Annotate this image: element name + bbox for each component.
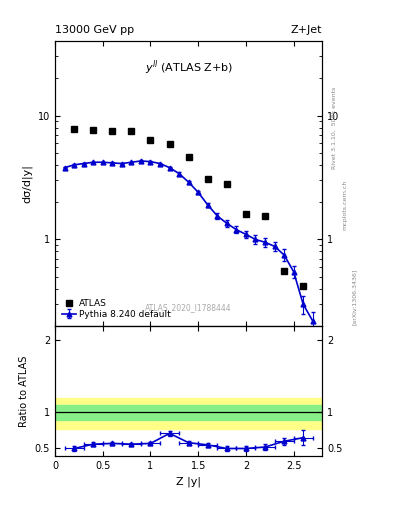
Text: 13000 GeV pp: 13000 GeV pp — [55, 25, 134, 35]
Text: Rivet 3.1.10,  500k events: Rivet 3.1.10, 500k events — [332, 87, 337, 169]
Y-axis label: dσ/d|y|: dσ/d|y| — [22, 164, 32, 203]
ATLAS — [110, 128, 115, 134]
ATLAS — [206, 176, 210, 182]
ATLAS — [224, 181, 229, 187]
Text: [arXiv:1306.3436]: [arXiv:1306.3436] — [352, 269, 357, 325]
ATLAS — [244, 211, 248, 217]
ATLAS — [72, 126, 77, 132]
X-axis label: Z |y|: Z |y| — [176, 476, 201, 486]
ATLAS — [301, 283, 305, 289]
ATLAS — [263, 213, 267, 219]
Legend: ATLAS, Pythia 8.240 default: ATLAS, Pythia 8.240 default — [59, 295, 175, 323]
Text: $y^{ll}$ (ATLAS Z+b): $y^{ll}$ (ATLAS Z+b) — [145, 58, 233, 77]
Text: mcplots.cern.ch: mcplots.cern.ch — [342, 180, 347, 230]
ATLAS — [282, 268, 286, 274]
Text: ATLAS_2020_I1788444: ATLAS_2020_I1788444 — [145, 303, 232, 312]
ATLAS — [148, 137, 153, 143]
ATLAS — [129, 128, 134, 134]
Text: Z+Jet: Z+Jet — [291, 25, 322, 35]
Y-axis label: Ratio to ATLAS: Ratio to ATLAS — [19, 355, 29, 426]
ATLAS — [91, 127, 95, 134]
ATLAS — [186, 154, 191, 160]
ATLAS — [167, 141, 172, 147]
Line: ATLAS: ATLAS — [71, 125, 307, 290]
